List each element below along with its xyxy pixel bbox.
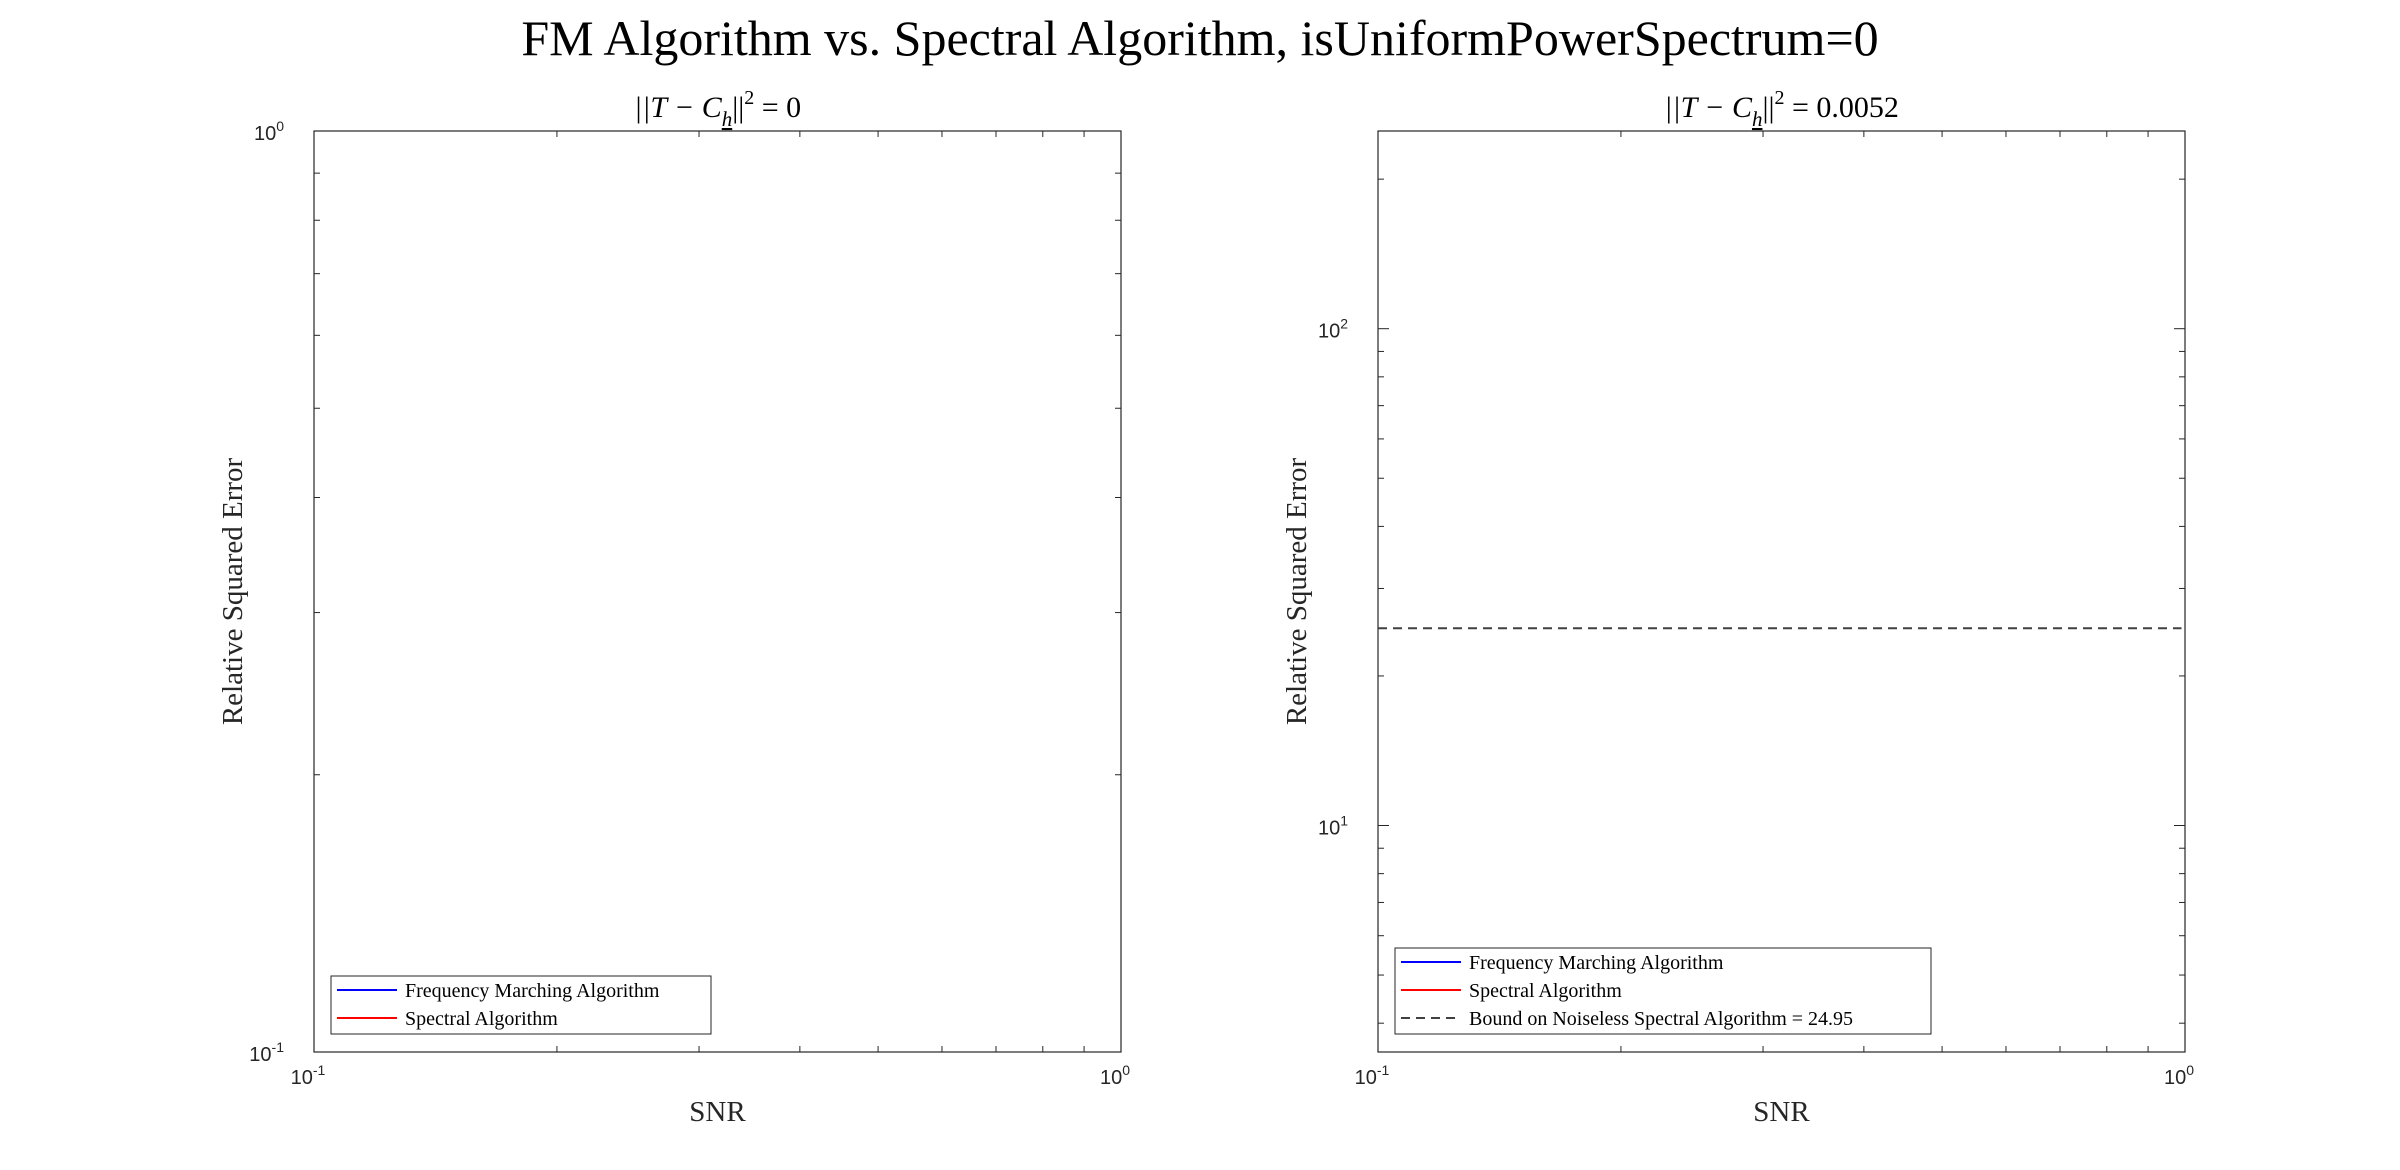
y-tick-label: 102 xyxy=(1318,316,1348,343)
plot-area xyxy=(313,130,1122,1053)
axes-title-subscript: h xyxy=(722,107,733,131)
x-tick-base: 10 xyxy=(1355,1067,1377,1089)
figure-title: FM Algorithm vs. Spectral Algorithm, isU… xyxy=(521,10,1878,66)
legend: Frequency Marching Algorithm Spectral Alg… xyxy=(330,975,712,1035)
axes-title-value: = 0.0052 xyxy=(1784,91,1898,124)
axes-title-close: || xyxy=(1762,91,1774,124)
x-tick-base: 10 xyxy=(2164,1067,2186,1089)
y-tick-exponent: 0 xyxy=(276,118,284,134)
y-tick-label: 101 xyxy=(1318,812,1348,839)
legend-entry: Frequency Marching Algorithm xyxy=(405,980,660,1002)
x-tick-label: 100 xyxy=(2164,1062,2194,1089)
x-tick-exponent: 0 xyxy=(1122,1062,1130,1078)
x-tick-base: 10 xyxy=(291,1067,313,1089)
axes-title-close: || xyxy=(732,91,744,124)
y-tick-base: 10 xyxy=(254,123,276,145)
legend-entry: Bound on Noiseless Spectral Algorithm = … xyxy=(1469,1008,1853,1030)
y-axis-label: Relative Squared Error xyxy=(1281,457,1313,725)
y-tick-exponent: 1 xyxy=(1340,812,1348,828)
x-tick-exponent: -1 xyxy=(1377,1062,1390,1078)
y-tick-base: 10 xyxy=(1318,321,1340,343)
y-tick-base: 10 xyxy=(249,1044,271,1066)
y-tick-base: 10 xyxy=(1318,817,1340,839)
y-tick-label: 10-1 xyxy=(249,1039,284,1066)
legend-box xyxy=(330,975,712,1035)
x-tick-label: 10-1 xyxy=(291,1062,326,1089)
axes-title-exponent: 2 xyxy=(1774,87,1784,109)
y-tick-exponent: -1 xyxy=(272,1039,285,1055)
x-tick-base: 10 xyxy=(1100,1067,1122,1089)
y-tick-exponent: 2 xyxy=(1340,316,1348,332)
y-axis-label: Relative Squared Error xyxy=(217,457,249,725)
axes-title-norm: ||T − C xyxy=(1664,91,1753,124)
x-tick-exponent: 0 xyxy=(2186,1062,2194,1078)
axes-title-value: = 0 xyxy=(754,91,801,124)
plot-area xyxy=(1377,130,2186,1053)
x-tick-label: 100 xyxy=(1100,1062,1130,1089)
legend-box xyxy=(1394,947,1932,1035)
x-tick-label: 10-1 xyxy=(1355,1062,1390,1089)
x-axis-label: SNR xyxy=(1753,1096,1810,1128)
legend: Frequency Marching Algorithm Spectral Alg… xyxy=(1394,947,1932,1035)
axes-title: ||T − Ch||2 = 0.0052 xyxy=(1664,87,1899,131)
axes-title-exponent: 2 xyxy=(744,87,754,109)
x-tick-exponent: -1 xyxy=(313,1062,326,1078)
axes-title-subscript: h xyxy=(1752,107,1763,131)
x-axis-label: SNR xyxy=(689,1096,746,1128)
legend-entry: Spectral Algorithm xyxy=(1469,980,1622,1002)
legend-entry: Frequency Marching Algorithm xyxy=(1469,952,1724,974)
axes-title-norm: ||T − C xyxy=(634,91,723,124)
legend-entry: Spectral Algorithm xyxy=(405,1008,558,1030)
y-tick-label: 100 xyxy=(254,118,284,145)
axes-title: ||T − Ch||2 = 0 xyxy=(634,87,801,131)
